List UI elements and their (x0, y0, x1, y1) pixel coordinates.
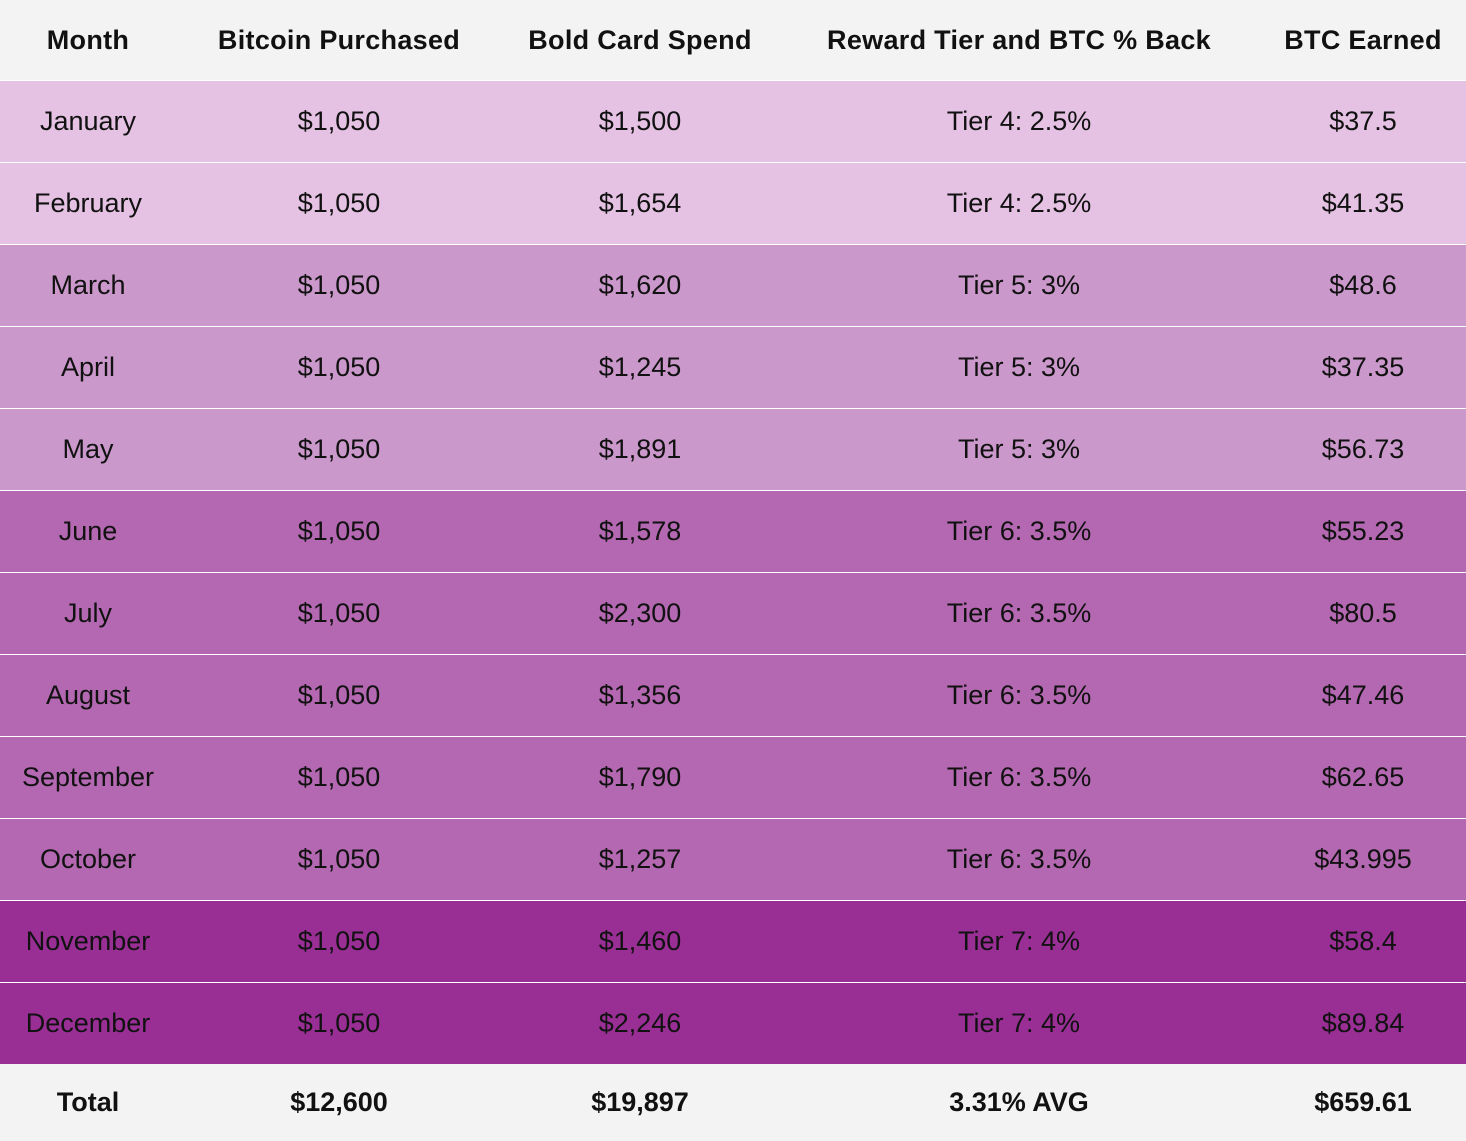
cell-bold-card-spend: $1,257 (502, 818, 778, 901)
total-label: Total (0, 1064, 176, 1141)
cell-month: June (0, 490, 176, 573)
cell-btc-earned: $58.4 (1260, 900, 1466, 983)
cell-btc-earned: $89.84 (1260, 982, 1466, 1064)
cell-bold-card-spend: $1,460 (502, 900, 778, 983)
cell-reward-tier: Tier 4: 2.5% (778, 80, 1260, 163)
cell-month: October (0, 818, 176, 901)
cell-bitcoin-purchased: $1,050 (176, 490, 502, 573)
cell-month: January (0, 80, 176, 163)
table-row: January $1,050 $1,500 Tier 4: 2.5% $37.5 (0, 80, 1466, 163)
table-row: November $1,050 $1,460 Tier 7: 4% $58.4 (0, 900, 1466, 983)
cell-bitcoin-purchased: $1,050 (176, 326, 502, 409)
cell-bitcoin-purchased: $1,050 (176, 654, 502, 737)
cell-bitcoin-purchased: $1,050 (176, 572, 502, 655)
cell-month: November (0, 900, 176, 983)
total-reward-tier: 3.31% AVG (778, 1064, 1260, 1141)
header-month: Month (0, 0, 176, 81)
table-row: June $1,050 $1,578 Tier 6: 3.5% $55.23 (0, 490, 1466, 573)
cell-bitcoin-purchased: $1,050 (176, 982, 502, 1064)
cell-bold-card-spend: $1,500 (502, 80, 778, 163)
cell-reward-tier: Tier 5: 3% (778, 326, 1260, 409)
cell-reward-tier: Tier 6: 3.5% (778, 818, 1260, 901)
total-bitcoin-purchased: $12,600 (176, 1064, 502, 1141)
cell-bold-card-spend: $1,245 (502, 326, 778, 409)
cell-month: March (0, 244, 176, 327)
cell-bold-card-spend: $2,300 (502, 572, 778, 655)
cell-bitcoin-purchased: $1,050 (176, 736, 502, 819)
cell-reward-tier: Tier 6: 3.5% (778, 736, 1260, 819)
header-bold-card-spend: Bold Card Spend (502, 0, 778, 81)
cell-month: July (0, 572, 176, 655)
cell-btc-earned: $80.5 (1260, 572, 1466, 655)
cell-btc-earned: $41.35 (1260, 162, 1466, 245)
cell-bold-card-spend: $1,620 (502, 244, 778, 327)
cell-btc-earned: $47.46 (1260, 654, 1466, 737)
total-bold-card-spend: $19,897 (502, 1064, 778, 1141)
cell-bold-card-spend: $2,246 (502, 982, 778, 1064)
cell-bold-card-spend: $1,790 (502, 736, 778, 819)
total-row: Total $12,600 $19,897 3.31% AVG $659.61 (0, 1064, 1466, 1141)
cell-reward-tier: Tier 6: 3.5% (778, 490, 1260, 573)
cell-bold-card-spend: $1,356 (502, 654, 778, 737)
cell-btc-earned: $62.65 (1260, 736, 1466, 819)
header-bitcoin-purchased: Bitcoin Purchased (176, 0, 502, 81)
cell-reward-tier: Tier 7: 4% (778, 900, 1260, 983)
cell-bold-card-spend: $1,891 (502, 408, 778, 491)
table-row: April $1,050 $1,245 Tier 5: 3% $37.35 (0, 326, 1466, 409)
table-row: October $1,050 $1,257 Tier 6: 3.5% $43.9… (0, 818, 1466, 901)
table-row: March $1,050 $1,620 Tier 5: 3% $48.6 (0, 244, 1466, 327)
cell-btc-earned: $37.35 (1260, 326, 1466, 409)
cell-bitcoin-purchased: $1,050 (176, 162, 502, 245)
cell-bitcoin-purchased: $1,050 (176, 900, 502, 983)
cell-reward-tier: Tier 6: 3.5% (778, 572, 1260, 655)
cell-reward-tier: Tier 6: 3.5% (778, 654, 1260, 737)
cell-bitcoin-purchased: $1,050 (176, 80, 502, 163)
cell-bitcoin-purchased: $1,050 (176, 818, 502, 901)
cell-reward-tier: Tier 5: 3% (778, 244, 1260, 327)
table-header: Month Bitcoin Purchased Bold Card Spend … (0, 0, 1466, 81)
cell-bold-card-spend: $1,578 (502, 490, 778, 573)
table-row: August $1,050 $1,356 Tier 6: 3.5% $47.46 (0, 654, 1466, 737)
cell-month: May (0, 408, 176, 491)
cell-reward-tier: Tier 4: 2.5% (778, 162, 1260, 245)
header-btc-earned: BTC Earned (1260, 0, 1466, 81)
cell-btc-earned: $56.73 (1260, 408, 1466, 491)
table-body: January $1,050 $1,500 Tier 4: 2.5% $37.5… (0, 80, 1466, 1064)
cell-bold-card-spend: $1,654 (502, 162, 778, 245)
table-row: December $1,050 $2,246 Tier 7: 4% $89.84 (0, 982, 1466, 1064)
cell-month: September (0, 736, 176, 819)
total-btc-earned: $659.61 (1260, 1064, 1466, 1141)
cell-reward-tier: Tier 5: 3% (778, 408, 1260, 491)
cell-btc-earned: $43.995 (1260, 818, 1466, 901)
table-row: February $1,050 $1,654 Tier 4: 2.5% $41.… (0, 162, 1466, 245)
header-row: Month Bitcoin Purchased Bold Card Spend … (0, 0, 1466, 81)
cell-btc-earned: $37.5 (1260, 80, 1466, 163)
table-row: May $1,050 $1,891 Tier 5: 3% $56.73 (0, 408, 1466, 491)
cell-reward-tier: Tier 7: 4% (778, 982, 1260, 1064)
cell-bitcoin-purchased: $1,050 (176, 244, 502, 327)
cell-bitcoin-purchased: $1,050 (176, 408, 502, 491)
cell-month: February (0, 162, 176, 245)
cell-month: August (0, 654, 176, 737)
table-row: July $1,050 $2,300 Tier 6: 3.5% $80.5 (0, 572, 1466, 655)
header-reward-tier: Reward Tier and BTC % Back (778, 0, 1260, 81)
cell-btc-earned: $48.6 (1260, 244, 1466, 327)
cell-month: April (0, 326, 176, 409)
table-row: September $1,050 $1,790 Tier 6: 3.5% $62… (0, 736, 1466, 819)
table-footer: Total $12,600 $19,897 3.31% AVG $659.61 (0, 1064, 1466, 1141)
cell-month: December (0, 982, 176, 1064)
cell-btc-earned: $55.23 (1260, 490, 1466, 573)
